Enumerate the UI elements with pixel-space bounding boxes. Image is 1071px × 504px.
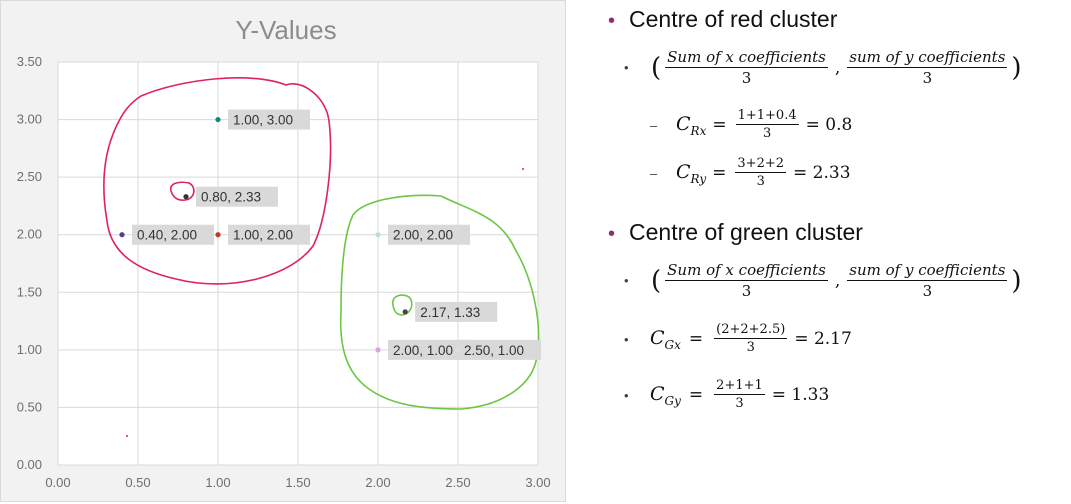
- x-tick-label: 2.00: [365, 475, 390, 490]
- data-label-box: [388, 339, 470, 360]
- data-label: 2.50, 1.00: [464, 343, 524, 358]
- x-tick-label: 2.50: [445, 475, 470, 490]
- x-tick-label: 0.50: [125, 475, 150, 490]
- y-tick-label: 0.50: [17, 399, 42, 414]
- data-point: [375, 347, 381, 353]
- notes-panel: • Centre of red cluster • ( Sum of x coef…: [590, 0, 1071, 504]
- y-tick-label: 3.50: [17, 54, 42, 69]
- y-tick-label: 2.00: [17, 227, 42, 242]
- axis-tick-labels: 0.00 0.50 1.00 1.50 2.00 2.50 3.00 0.00 0.50 1.00…: [17, 54, 551, 490]
- data-label: 1.00, 3.00: [233, 113, 293, 128]
- x-tick-label: 1.00: [205, 475, 230, 490]
- y-tick-label: 1.50: [17, 284, 42, 299]
- x-tick-label: 1.50: [285, 475, 310, 490]
- green-cluster-outline: [339, 194, 540, 410]
- green-formula-row: • ( Sum of x coefficients 3 , sum of y co…: [624, 261, 1022, 300]
- data-label-box: [196, 186, 278, 207]
- y-tick-label: 3.00: [17, 112, 42, 127]
- data-point: [215, 232, 221, 238]
- y-tick-label: 0.00: [17, 457, 42, 472]
- red-centre-outline: [169, 181, 195, 201]
- chart-title: Y-Values: [235, 15, 336, 45]
- red-x-equation: – CRx = 1+1+0.4 3 = 0.8: [650, 108, 853, 141]
- data-label: 0.40, 2.00: [137, 228, 197, 243]
- data-point: [183, 194, 189, 200]
- data-label-box: [132, 224, 214, 245]
- stray-mark: [522, 168, 524, 170]
- red-cluster-heading: • Centre of red cluster: [608, 6, 838, 32]
- data-point: [375, 232, 381, 238]
- green-centre-outline: [392, 294, 413, 316]
- data-label-box: [459, 339, 541, 360]
- sum-x-fraction: Sum of x coefficients 3: [665, 48, 828, 87]
- stray-mark: [126, 435, 128, 437]
- data-point: [215, 116, 221, 123]
- data-label-box: [388, 224, 470, 245]
- green-x-equation: • CGx = (2+2+2.5) 3 = 2.17: [624, 322, 852, 355]
- bullet-icon: •: [608, 223, 616, 245]
- green-cluster-heading: • Centre of green cluster: [608, 219, 863, 245]
- data-point: [402, 309, 408, 315]
- bullet-icon: •: [608, 10, 616, 32]
- data-point: [119, 232, 125, 238]
- y-tick-label: 2.50: [17, 169, 42, 184]
- data-labels: 1.00, 3.00 0.80, 2.33 0.40, 2.00 1.00, 2.00…: [132, 109, 541, 360]
- data-label-box: [228, 109, 310, 130]
- data-label: 2.00, 1.00: [393, 343, 453, 358]
- scatter-chart: Y-Values 0.00 0.50 1.00 1.50 2.00 2.50 3.000.0…: [17, 15, 551, 490]
- data-point: [455, 347, 461, 353]
- x-tick-label: 0.00: [45, 475, 70, 490]
- data-label: 1.00, 2.00: [233, 228, 293, 243]
- data-label: 0.80, 2.33: [201, 190, 261, 205]
- chart-panel: Y-Values 0.00 0.50 1.00 1.50 2.00 2.50 3.00 0.0…: [0, 0, 566, 502]
- green-y-equation: • CGy = 2+1+1 3 = 1.33: [624, 378, 830, 411]
- red-formula-row: • ( Sum of x coefficients 3 , sum of y co…: [624, 48, 1022, 87]
- sum-y-fraction: sum of y coefficients 3: [847, 48, 1008, 87]
- red-y-equation: – CRy = 3+2+2 3 = 2.33: [650, 156, 851, 189]
- hand-drawn-annotations: [103, 77, 540, 437]
- red-cluster-outline: [103, 77, 332, 285]
- y-tick-label: 1.00: [17, 342, 42, 357]
- data-label-box: [415, 301, 498, 322]
- data-label: 2.00, 2.00: [393, 228, 453, 243]
- x-tick-label: 3.00: [525, 475, 550, 490]
- data-points: [119, 116, 461, 353]
- data-label: 2.17, 1.33: [420, 305, 480, 320]
- data-label-box: [228, 224, 310, 245]
